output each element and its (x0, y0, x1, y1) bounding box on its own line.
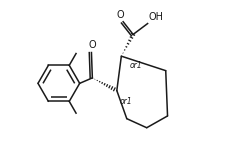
Text: O: O (116, 10, 124, 20)
Text: OH: OH (148, 12, 163, 22)
Text: or1: or1 (129, 61, 142, 70)
Text: O: O (88, 40, 95, 50)
Text: or1: or1 (119, 97, 132, 106)
